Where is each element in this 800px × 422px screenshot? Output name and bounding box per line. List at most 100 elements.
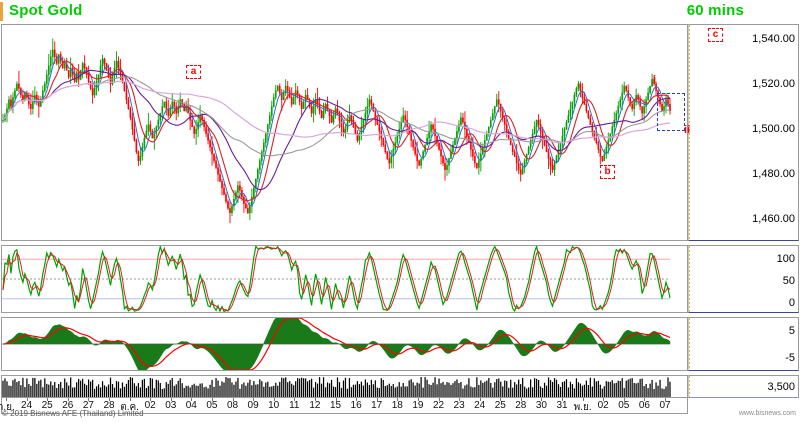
price-tick-4: 1,460.00 bbox=[752, 213, 795, 225]
macd-tick-1: -5 bbox=[785, 352, 795, 364]
date-label: 05 bbox=[206, 400, 218, 411]
wave-label-b: b bbox=[600, 165, 615, 179]
date-label: 05 bbox=[618, 400, 630, 411]
date-tick bbox=[376, 398, 378, 401]
chart-header: Spot Gold 60 mins bbox=[0, 0, 800, 24]
volume-plot bbox=[2, 377, 671, 397]
wave-label-c: c bbox=[708, 28, 723, 42]
date-label: 30 bbox=[535, 400, 547, 411]
date-tick bbox=[644, 398, 646, 401]
date-label: 31 bbox=[556, 400, 568, 411]
date-label: 08 bbox=[226, 400, 239, 411]
stoch-tick-0: 100 bbox=[776, 253, 795, 265]
date-tick bbox=[314, 398, 316, 401]
stochastic-plot bbox=[2, 246, 671, 312]
stoch-tick-2: 0 bbox=[788, 297, 795, 309]
macd-tick-0: 5 bbox=[788, 325, 795, 337]
date-tick bbox=[26, 398, 28, 401]
date-label: ก.ย. bbox=[0, 402, 15, 413]
date-label: 03 bbox=[165, 400, 177, 411]
date-label: 16 bbox=[350, 400, 362, 411]
date-tick bbox=[6, 398, 7, 401]
date-label: 04 bbox=[185, 400, 197, 411]
date-tick bbox=[665, 398, 666, 401]
date-label: 27 bbox=[82, 400, 94, 411]
date-label: 19 bbox=[412, 400, 424, 411]
date-label: 11 bbox=[289, 400, 300, 411]
date-tick bbox=[520, 398, 522, 401]
date-tick bbox=[273, 398, 275, 401]
date-tick bbox=[232, 398, 234, 401]
date-label: 28 bbox=[515, 400, 527, 411]
date-label: 12 bbox=[309, 400, 321, 411]
wave-label-ii: ii bbox=[684, 124, 691, 136]
volume-panel[interactable] bbox=[1, 375, 688, 398]
date-tick bbox=[562, 398, 563, 401]
date-tick bbox=[417, 398, 419, 401]
date-label: 26 bbox=[62, 400, 74, 411]
date-tick bbox=[603, 398, 605, 401]
projection-box bbox=[657, 93, 685, 131]
date-tick bbox=[335, 398, 337, 401]
date-tick bbox=[191, 398, 193, 401]
date-tick bbox=[109, 398, 110, 401]
date-label: 24 bbox=[21, 400, 33, 411]
wave-label-i: i bbox=[653, 74, 657, 86]
date-label: 25 bbox=[494, 400, 506, 411]
date-label: 25 bbox=[41, 400, 53, 411]
date-label: 22 bbox=[432, 400, 445, 411]
macd-axis: 5 -5 bbox=[688, 317, 799, 371]
date-tick bbox=[356, 398, 358, 401]
date-label: 07 bbox=[659, 400, 671, 411]
stoch-tick-1: 50 bbox=[782, 275, 795, 287]
date-tick bbox=[459, 398, 461, 401]
date-tick bbox=[150, 398, 152, 401]
date-label: 24 bbox=[474, 400, 486, 411]
price-tick-3: 1,480.00 bbox=[752, 168, 795, 180]
date-label: 09 bbox=[247, 400, 259, 411]
date-label: 17 bbox=[371, 400, 383, 411]
date-label: 10 bbox=[268, 400, 280, 411]
date-tick bbox=[88, 398, 90, 401]
volume-axis: 3,500 bbox=[688, 375, 799, 398]
date-tick bbox=[479, 398, 481, 401]
price-tick-1: 1,520.00 bbox=[752, 78, 795, 90]
date-tick bbox=[129, 398, 131, 401]
price-axis: 1,540.00 1,520.00 1,500.00 1,480.00 1,46… bbox=[688, 24, 799, 241]
date-label: 06 bbox=[638, 400, 650, 411]
date-label: 02 bbox=[144, 400, 156, 411]
date-label: ต.ค. bbox=[120, 402, 139, 413]
date-tick bbox=[500, 398, 502, 401]
date-tick bbox=[47, 398, 49, 401]
price-panel[interactable] bbox=[1, 24, 688, 241]
watermark-text: www.bisnews.com bbox=[738, 410, 796, 417]
macd-panel[interactable] bbox=[1, 317, 688, 371]
date-tick bbox=[67, 398, 69, 401]
wave-label-a: a bbox=[186, 65, 201, 79]
page-title: Spot Gold bbox=[9, 2, 83, 19]
date-tick bbox=[170, 398, 172, 401]
price-plot bbox=[2, 38, 671, 224]
date-tick bbox=[623, 398, 625, 401]
date-axis: ก.ย. 24 25 26 27 28 ต.ค. 02 03 04 05 08 09 10 11 12 15 16… bbox=[0, 398, 688, 414]
stochastic-panel[interactable] bbox=[1, 245, 688, 313]
volume-tick-0: 3,500 bbox=[767, 381, 795, 393]
date-label: 18 bbox=[391, 400, 403, 411]
date-tick bbox=[397, 398, 399, 401]
date-tick bbox=[253, 398, 255, 401]
stochastic-axis: 100 50 0 bbox=[688, 245, 799, 313]
date-label: 02 bbox=[597, 400, 609, 411]
date-label: 15 bbox=[329, 400, 342, 411]
date-tick bbox=[211, 398, 213, 401]
date-label: 23 bbox=[453, 400, 465, 411]
price-tick-2: 1,500.00 bbox=[752, 123, 795, 135]
header-accent-bar bbox=[0, 2, 3, 21]
price-tick-0: 1,540.00 bbox=[752, 33, 795, 45]
timeframe-label: 60 mins bbox=[686, 2, 744, 19]
date-label: 28 bbox=[103, 400, 115, 411]
date-tick bbox=[438, 398, 440, 401]
date-label: พ.ย. bbox=[573, 402, 592, 413]
macd-plot bbox=[2, 318, 671, 370]
date-tick bbox=[294, 398, 296, 401]
